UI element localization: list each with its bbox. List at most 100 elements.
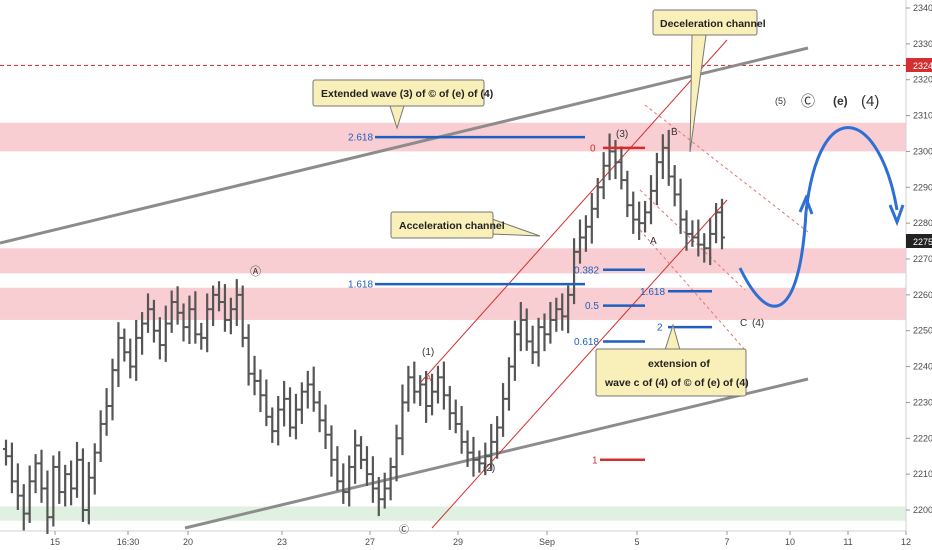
ohlc-bar	[393, 424, 400, 482]
ohlc-bar	[719, 198, 725, 250]
time-tick-label: 7	[724, 537, 729, 547]
fib-level-label: 1.618	[640, 287, 665, 298]
price-tick-label: 2320	[913, 75, 932, 85]
ohlc-bar	[56, 451, 63, 504]
ohlc-bars	[3, 129, 725, 535]
callout-deceleration[interactable]: Deceleration channel	[652, 9, 766, 153]
ohlc-bar	[162, 305, 169, 362]
ohlc-bar	[322, 404, 329, 450]
wave-label: Ⓒ	[801, 93, 815, 109]
decel-channel-mid[interactable]	[639, 229, 746, 351]
ohlc-bar	[440, 361, 447, 410]
price-tick-label: 2280	[913, 218, 932, 228]
callout-extension[interactable]: extension of wave c of (4) of © of (e) o…	[595, 323, 749, 397]
ohlc-bar	[405, 365, 412, 412]
ohlc-bar	[316, 390, 323, 433]
ohlc-bar	[523, 308, 530, 351]
ohlc-bar	[665, 129, 672, 186]
ohlc-bar	[239, 285, 246, 348]
wave-label: (4)	[752, 318, 764, 329]
ohlc-bar	[26, 465, 33, 523]
callout-extended-wave[interactable]: Extended wave (3) of © of (e) of (4)	[312, 79, 493, 130]
ohlc-bar	[642, 200, 649, 233]
ohlc-bar	[671, 165, 678, 207]
ohlc-bar	[375, 477, 382, 517]
ohlc-bar	[482, 442, 489, 476]
ohlc-bar	[251, 355, 258, 396]
wave-label: A	[426, 374, 432, 383]
ohlc-bar	[245, 324, 252, 386]
projection-path[interactable]	[738, 211, 808, 308]
ohlc-bar	[612, 139, 619, 180]
time-axis[interactable]: 15 16:30 20 23 27 29 Sep 5 7 10 11 12	[0, 530, 911, 547]
ohlc-bar	[707, 218, 714, 266]
ohlc-bar	[517, 302, 524, 352]
ohlc-bar	[458, 406, 465, 454]
svg-text:2324: 2324	[913, 61, 932, 71]
ohlc-bar	[594, 177, 601, 219]
price-zone	[0, 506, 906, 521]
wave-label: (5)	[775, 96, 786, 106]
ohlc-bar	[198, 322, 205, 350]
ohlc-bar	[689, 220, 696, 247]
ohlc-bar	[588, 193, 595, 244]
ohlc-bar	[505, 357, 512, 411]
ohlc-bar	[417, 375, 424, 407]
ohlc-bar	[695, 219, 702, 257]
svg-text:Acceleration channel: Acceleration channel	[399, 220, 505, 232]
ohlc-bar	[334, 446, 341, 491]
ohlc-bar	[32, 454, 39, 494]
price-tick-label: 2240	[913, 362, 932, 372]
ohlc-bar	[62, 464, 69, 507]
ohlc-bar	[38, 449, 45, 503]
ohlc-bar	[168, 290, 175, 333]
ohlc-bar	[8, 442, 15, 494]
price-tick-label: 2200	[913, 505, 932, 515]
ohlc-bar	[434, 365, 441, 404]
upper-channel-line[interactable]	[0, 46, 809, 245]
time-tick-label: 16:30	[117, 537, 140, 547]
ohlc-bar	[600, 152, 607, 200]
fib-level-label: 0	[590, 143, 596, 154]
wave-label: Ⓐ	[250, 265, 261, 278]
ohlc-bar	[139, 312, 146, 355]
accel-channel-lower[interactable]	[431, 199, 728, 529]
price-tick-label: 2300	[913, 146, 932, 156]
price-tick-label: 2290	[913, 182, 932, 192]
ohlc-bar	[68, 460, 75, 506]
wave-labels: (1) (2) (3) B A C (4) (5) Ⓒ (e) (4) Ⓐ A …	[250, 93, 879, 536]
svg-text:2275: 2275	[913, 237, 932, 247]
ohlc-bar	[121, 328, 128, 362]
projection-path-2[interactable]	[804, 126, 899, 213]
svg-text:Extended wave (3) of © of (e): Extended wave (3) of © of (e) of (4)	[321, 88, 493, 100]
time-tick-label: 10	[785, 537, 795, 547]
ohlc-bar	[233, 279, 240, 327]
ohlc-bar	[186, 295, 193, 344]
decel-channel-upper[interactable]	[644, 104, 809, 233]
ohlc-bar	[358, 436, 365, 470]
price-tick-label: 2260	[913, 290, 932, 300]
ohlc-bar	[97, 410, 104, 462]
ohlc-bar	[180, 303, 187, 342]
price-axis[interactable]: 2200 2210 2220 2230 2240 2250 2260 2270 2280 2290…	[905, 0, 932, 531]
time-tick-label: 11	[843, 537, 852, 547]
ohlc-bar	[281, 380, 288, 427]
ohlc-bar	[352, 429, 359, 484]
price-tick-label: 2230	[913, 397, 932, 407]
ohlc-bar	[44, 470, 51, 535]
accel-channel-upper[interactable]	[419, 39, 728, 384]
price-tick-label: 2210	[913, 469, 932, 479]
ohlc-bar	[369, 456, 376, 503]
ohlc-bar	[269, 407, 276, 443]
ohlc-bar	[423, 370, 430, 423]
ohlc-bar	[381, 472, 388, 509]
ohlc-bar	[204, 293, 211, 353]
ohlc-bar	[20, 484, 27, 531]
ohlc-bar	[91, 443, 98, 495]
time-tick-label: 29	[453, 537, 463, 547]
ohlc-bar	[115, 322, 122, 388]
callout-acceleration[interactable]: Acceleration channel	[390, 211, 541, 239]
wave-label: A	[650, 236, 657, 247]
ohlc-bar	[192, 291, 199, 344]
